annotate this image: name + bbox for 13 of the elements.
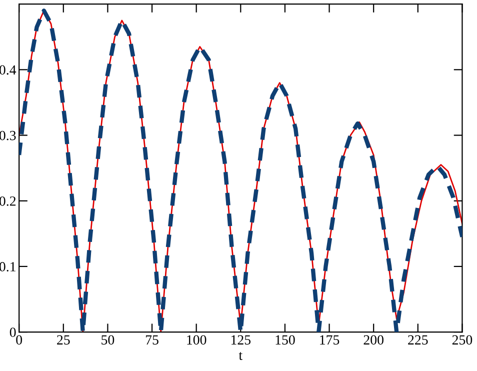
x-tick-label: 150 [276, 335, 295, 345]
x-tick-label: 25 [57, 335, 70, 345]
x-tick-label: 250 [452, 335, 472, 345]
x-tick-label: 175 [320, 335, 340, 345]
x-axis-title: t [238, 352, 242, 360]
x-tick-label: 50 [102, 335, 114, 345]
x-tick-label: 125 [231, 335, 251, 345]
x-tick-label: 225 [408, 335, 428, 345]
x-tick-label: 75 [146, 335, 158, 345]
x-tick-label: 200 [364, 335, 384, 345]
x-tick-label: 0 [16, 335, 22, 345]
y-tick-label: 0 [10, 328, 16, 337]
x-tick-label: 100 [187, 335, 206, 345]
